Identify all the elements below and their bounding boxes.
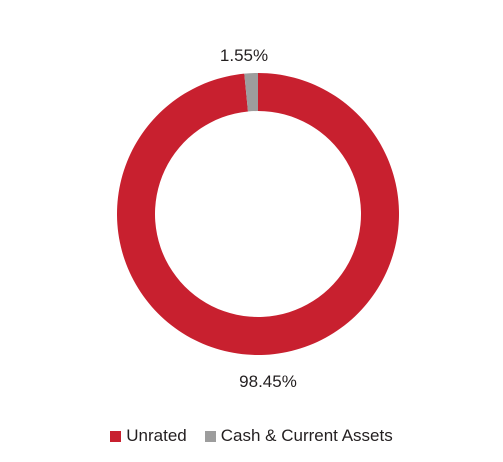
legend-item-unrated: Unrated [110,426,187,446]
slice-unrated [117,73,400,355]
data-label-unrated: 98.45% [239,372,297,391]
data-label-cash-current-assets: 1.55% [220,46,268,65]
legend-swatch-cash-current-assets [204,430,216,442]
slice-cash-current-assets [244,73,258,112]
legend-label-cash-current-assets: Cash & Current Assets [220,426,393,445]
legend-swatch-unrated [110,430,122,442]
legend-item-cash-current-assets: Cash & Current Assets [204,426,393,446]
chart-legend: Unrated Cash & Current Assets [0,424,503,448]
legend-label-unrated: Unrated [126,426,187,445]
